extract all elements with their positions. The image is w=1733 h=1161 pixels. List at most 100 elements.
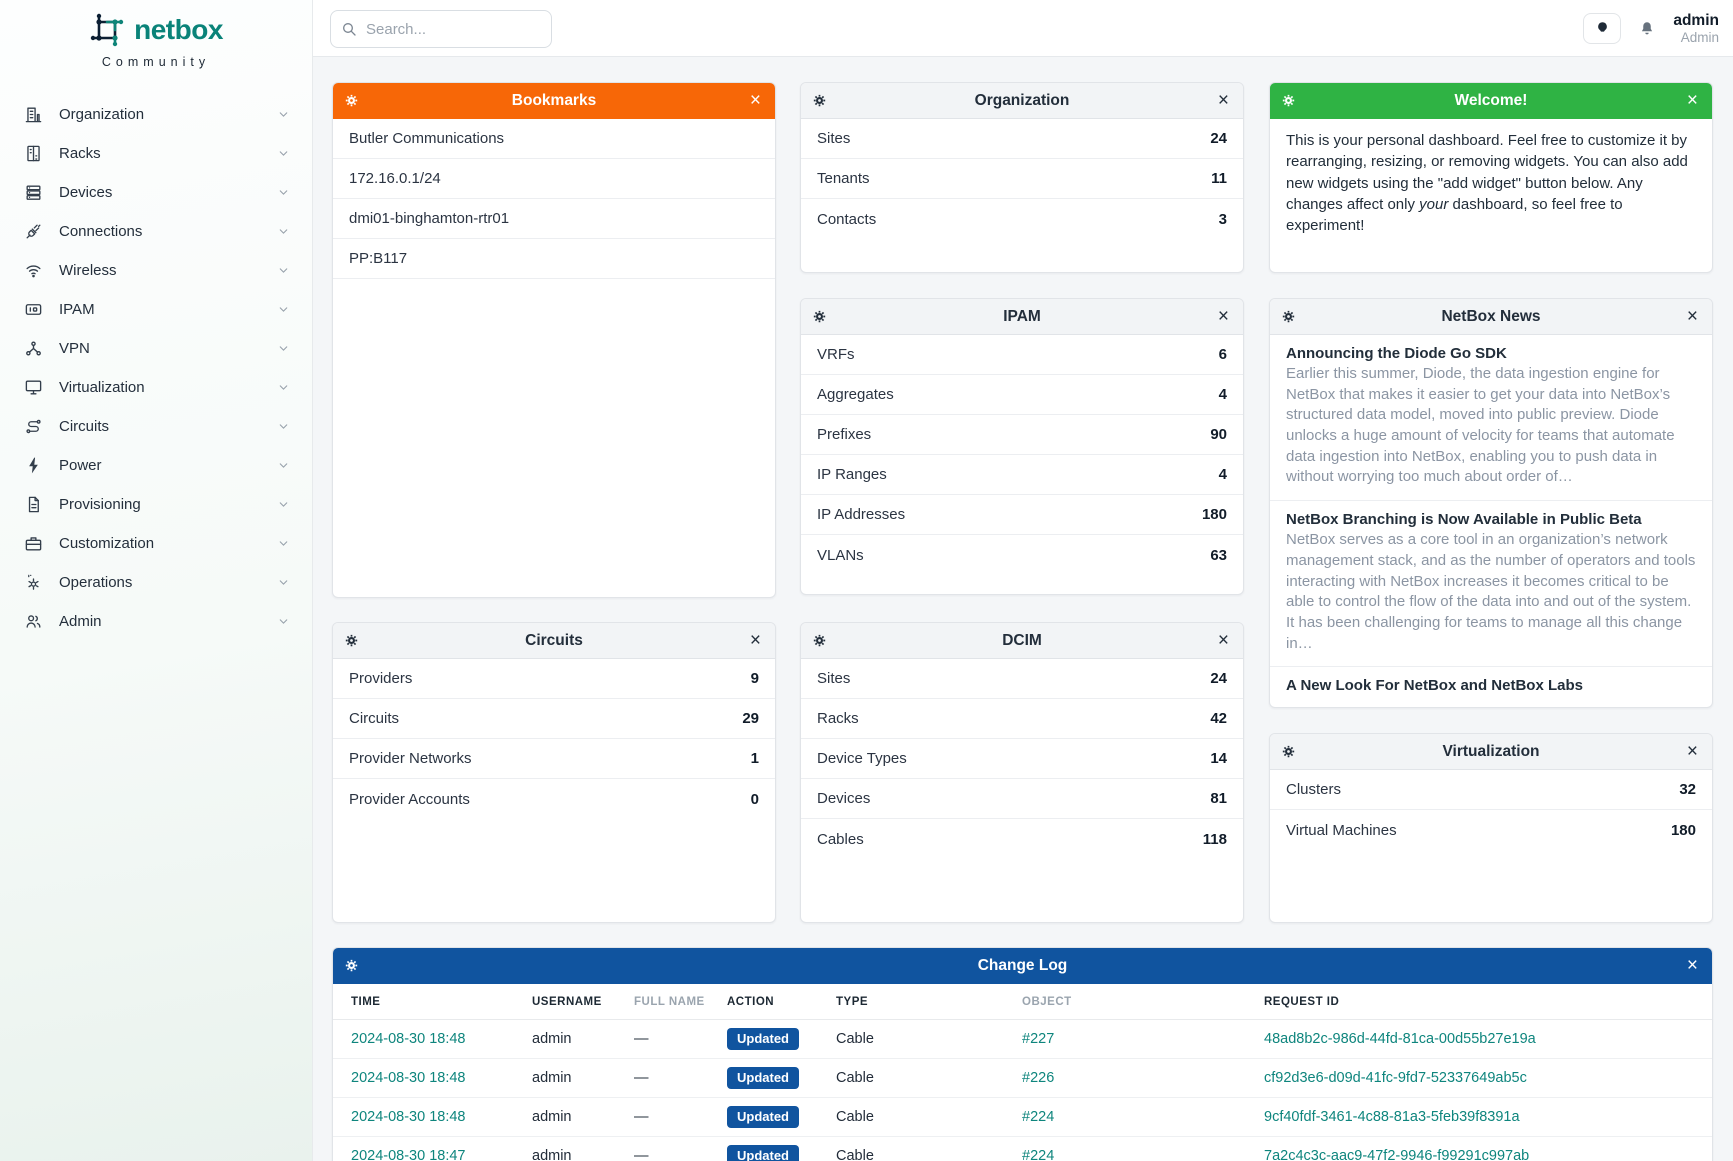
object-link[interactable]: #226: [1022, 1070, 1055, 1086]
change-time-link[interactable]: 2024-08-30 18:48: [351, 1070, 466, 1086]
object-link[interactable]: #224: [1022, 1148, 1055, 1161]
netbox-logo[interactable]: netbox: [0, 12, 312, 48]
user-menu[interactable]: admin Admin: [1673, 12, 1719, 45]
stat-row[interactable]: Provider Accounts 0: [349, 790, 759, 808]
sidebar-item-ipam[interactable]: IPAM: [0, 290, 312, 329]
theme-toggle-button[interactable]: [1583, 13, 1622, 44]
news-headline[interactable]: Announcing the Diode Go SDK: [1286, 345, 1507, 362]
sidebar-item-virtualization[interactable]: Virtualization: [0, 368, 312, 407]
news-item: NetBox Branching is Now Available in Pub…: [1270, 501, 1712, 668]
column-header-object: OBJECT: [1014, 984, 1256, 1020]
sidebar-item-devices[interactable]: Devices: [0, 173, 312, 212]
stat-row[interactable]: VRFs 6: [801, 335, 1243, 375]
gear-icon[interactable]: [813, 94, 826, 107]
stat-row[interactable]: Aggregates 4: [801, 375, 1243, 415]
column-header-type[interactable]: TYPE: [828, 984, 1014, 1020]
widget-title: Virtualization: [1442, 742, 1540, 760]
sidebar-item-connections[interactable]: Connections: [0, 212, 312, 251]
column-header-full-name: FULL NAME: [626, 984, 719, 1020]
close-icon[interactable]: ×: [1686, 90, 1698, 111]
change-time-link[interactable]: 2024-08-30 18:47: [351, 1148, 466, 1161]
request-id-link[interactable]: 7a2c4c3c-aac9-47f2-9946-f99291c997ab: [1264, 1148, 1530, 1161]
gear-icon[interactable]: [813, 310, 826, 323]
stat-row[interactable]: IP Addresses 180: [801, 495, 1243, 535]
stat-row[interactable]: Provider Networks 1: [333, 739, 775, 779]
change-type: Cable: [828, 1097, 1014, 1137]
sidebar-item-circuits[interactable]: Circuits: [0, 407, 312, 446]
stat-row[interactable]: Devices 81: [801, 779, 1243, 819]
stat-row[interactable]: Providers 9: [333, 659, 775, 699]
bookmark-item[interactable]: Butler Communications: [333, 119, 775, 159]
stat-row[interactable]: Sites 24: [801, 119, 1243, 159]
close-icon[interactable]: ×: [1686, 741, 1698, 762]
request-id-link[interactable]: 48ad8b2c-986d-44fd-81ca-00d55b27e19a: [1264, 1031, 1536, 1047]
change-time-link[interactable]: 2024-08-30 18:48: [351, 1109, 466, 1125]
gear-icon[interactable]: [345, 634, 358, 647]
users-icon: [24, 612, 44, 632]
close-icon[interactable]: ×: [1217, 630, 1229, 651]
sidebar-item-power[interactable]: Power: [0, 446, 312, 485]
news-headline[interactable]: A New Look For NetBox and NetBox Labs: [1286, 677, 1583, 695]
bookmark-item[interactable]: dmi01-binghamton-rtr01: [333, 199, 775, 239]
sidebar-item-provisioning[interactable]: Provisioning: [0, 485, 312, 524]
stat-row[interactable]: Cables 118: [817, 830, 1227, 848]
gear-icon[interactable]: [1282, 94, 1295, 107]
stat-row[interactable]: Device Types 14: [801, 739, 1243, 779]
bookmark-item[interactable]: 172.16.0.1/24: [333, 159, 775, 199]
news-headline[interactable]: NetBox Branching is Now Available in Pub…: [1286, 511, 1642, 529]
widget-title: Bookmarks: [511, 91, 597, 109]
sidebar-item-admin[interactable]: Admin: [0, 602, 312, 641]
request-id-link[interactable]: cf92d3e6-d09d-41fc-9fd7-52337649ab5c: [1264, 1070, 1527, 1086]
stat-row[interactable]: Contacts 3: [817, 210, 1227, 228]
stat-row[interactable]: Virtual Machines 180: [1286, 821, 1696, 839]
column-header-action[interactable]: ACTION: [719, 984, 828, 1020]
sidebar-item-operations[interactable]: Operations: [0, 563, 312, 602]
search-input[interactable]: [366, 20, 541, 38]
stat-row[interactable]: Prefixes 90: [801, 415, 1243, 455]
close-icon[interactable]: ×: [749, 90, 761, 111]
close-icon[interactable]: ×: [1217, 90, 1229, 111]
stat-row[interactable]: Tenants 11: [801, 159, 1243, 199]
gear-icon[interactable]: [1282, 745, 1295, 758]
close-icon[interactable]: ×: [1686, 306, 1698, 327]
netbox-logo-icon: [90, 13, 124, 47]
sidebar-item-racks[interactable]: Racks: [0, 134, 312, 173]
stat-row[interactable]: Sites 24: [801, 659, 1243, 699]
column-header-username[interactable]: USERNAME: [524, 984, 626, 1020]
request-id-link[interactable]: 9cf40fdf-3461-4c88-81a3-5feb39f8391a: [1264, 1109, 1520, 1125]
search-box[interactable]: [330, 10, 552, 48]
sidebar-item-wireless[interactable]: Wireless: [0, 251, 312, 290]
stat-row[interactable]: VLANs 63: [817, 546, 1227, 564]
change-type: Cable: [828, 1136, 1014, 1161]
object-link[interactable]: #227: [1022, 1031, 1055, 1047]
briefcase-icon: [24, 534, 44, 554]
stat-row[interactable]: Clusters 32: [1270, 770, 1712, 810]
close-icon[interactable]: ×: [1217, 306, 1229, 327]
change-username: admin: [524, 1058, 626, 1098]
stat-row[interactable]: Racks 42: [801, 699, 1243, 739]
close-icon[interactable]: ×: [1686, 955, 1698, 976]
column-header-time[interactable]: TIME: [333, 984, 524, 1020]
bookmark-item[interactable]: PP:B117: [333, 239, 775, 279]
gear-icon[interactable]: [345, 959, 358, 972]
stat-row[interactable]: Circuits 29: [333, 699, 775, 739]
bookmarks-list: Butler Communications 172.16.0.1/24 dmi0…: [333, 119, 775, 279]
change-type: Cable: [828, 1019, 1014, 1059]
chevron-down-icon: [277, 381, 290, 394]
sidebar-item-customization[interactable]: Customization: [0, 524, 312, 563]
rack-icon: [24, 144, 44, 164]
gear-icon[interactable]: [345, 94, 358, 107]
gear-icon[interactable]: [813, 634, 826, 647]
sidebar-item-vpn[interactable]: VPN: [0, 329, 312, 368]
change-time-link[interactable]: 2024-08-30 18:48: [351, 1031, 466, 1047]
sidebar-item-organization[interactable]: Organization: [0, 95, 312, 134]
gear-icon[interactable]: [1282, 310, 1295, 323]
notifications-button[interactable]: [1638, 20, 1656, 38]
stat-row[interactable]: IP Ranges 4: [801, 455, 1243, 495]
column-header-request-id[interactable]: REQUEST ID: [1256, 984, 1712, 1020]
chevron-down-icon: [277, 264, 290, 277]
chevron-down-icon: [277, 225, 290, 238]
object-link[interactable]: #224: [1022, 1109, 1055, 1125]
chevron-down-icon: [277, 537, 290, 550]
close-icon[interactable]: ×: [749, 630, 761, 651]
